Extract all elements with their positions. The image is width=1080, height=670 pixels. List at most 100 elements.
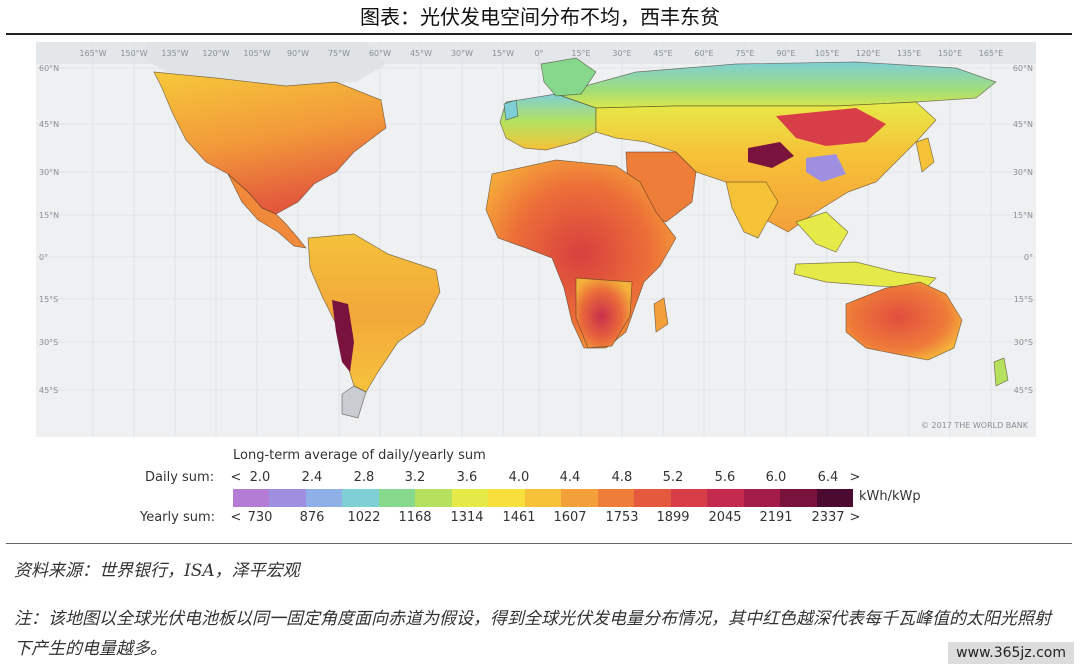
lon-label: 165°W bbox=[79, 49, 106, 58]
lat-label: 30°S bbox=[39, 338, 58, 347]
lat-label: 45°N bbox=[1013, 120, 1033, 129]
china-mongolia-highs bbox=[776, 108, 886, 146]
colorbar-swatch bbox=[233, 489, 270, 507]
lat-label: 45°N bbox=[39, 120, 59, 129]
colorbar-swatch bbox=[561, 489, 598, 507]
longitude-labels: 165°W 150°W 135°W 120°W 105°W 90°W 75°W … bbox=[79, 49, 1003, 58]
lon-label: 165°E bbox=[979, 49, 1003, 58]
yearly-tick: < bbox=[230, 510, 242, 525]
lon-label: 120°E bbox=[856, 49, 880, 58]
daily-tick: 6.4 bbox=[817, 470, 839, 485]
yearly-tick: 1607 bbox=[553, 510, 587, 525]
site-watermark: www.365jz.com bbox=[948, 642, 1074, 664]
colorbar-swatch bbox=[488, 489, 525, 507]
yearly-tick: 1022 bbox=[347, 510, 381, 525]
latitude-labels-left: 60°N 45°N 30°N 15°N 0° 15°S 30°S 45°S bbox=[39, 64, 59, 395]
figure-title: 图表：光伏发电空间分布不均，西丰东贫 bbox=[360, 5, 720, 29]
yearly-tick: > bbox=[849, 510, 861, 525]
colorbar-swatch bbox=[451, 489, 489, 507]
colorbar-swatch bbox=[597, 489, 635, 507]
lon-label: 60°E bbox=[694, 49, 713, 58]
south-america bbox=[307, 233, 441, 393]
yearly-tick: 1314 bbox=[450, 510, 484, 525]
top-rule bbox=[6, 33, 1072, 35]
india bbox=[725, 181, 779, 239]
lat-label: 15°S bbox=[1014, 295, 1033, 304]
madagascar bbox=[653, 297, 669, 333]
mexico-central-america bbox=[227, 173, 307, 249]
daily-tick: 2.4 bbox=[301, 470, 323, 485]
landmasses bbox=[144, 42, 1009, 419]
daily-tick: 4.4 bbox=[559, 470, 581, 485]
daily-tick: 6.0 bbox=[765, 470, 787, 485]
uk bbox=[503, 99, 519, 121]
source-line: 资料来源：世界银行，ISA，泽平宏观 bbox=[14, 561, 300, 581]
daily-tick: 4.0 bbox=[508, 470, 530, 485]
patagonia bbox=[341, 385, 367, 419]
lat-label: 30°S bbox=[1014, 338, 1033, 347]
lat-label: 15°N bbox=[1013, 211, 1033, 220]
yearly-sum-label: Yearly sum: bbox=[140, 510, 216, 525]
lon-label: 90°W bbox=[287, 49, 309, 58]
map-copyright: © 2017 THE WORLD BANK bbox=[920, 421, 1028, 430]
colorbar-swatch bbox=[634, 489, 671, 507]
yearly-tick: 2191 bbox=[759, 510, 793, 525]
lon-label: 45°E bbox=[653, 49, 672, 58]
colorbar-swatch bbox=[524, 489, 562, 507]
lat-label: 30°N bbox=[39, 168, 59, 177]
lon-label: 45°W bbox=[410, 49, 432, 58]
lat-label: 15°N bbox=[39, 211, 59, 220]
lon-label: 30°W bbox=[451, 49, 473, 58]
southern-africa bbox=[575, 277, 633, 349]
lat-label: 45°S bbox=[1014, 386, 1033, 395]
lat-label: 0° bbox=[39, 253, 48, 262]
daily-tick: 2.8 bbox=[353, 470, 375, 485]
lon-label: 15°E bbox=[571, 49, 590, 58]
yearly-tick: 1168 bbox=[398, 510, 432, 525]
daily-tick: 2.0 bbox=[249, 470, 271, 485]
unit-label: kWh/kWp bbox=[859, 489, 921, 504]
scandinavia bbox=[540, 57, 597, 97]
yearly-tick: 2337 bbox=[811, 510, 845, 525]
legend-title: Long-term average of daily/yearly sum bbox=[233, 448, 486, 463]
colorbar-swatch bbox=[305, 489, 343, 507]
lon-label: 30°E bbox=[612, 49, 631, 58]
australia bbox=[845, 281, 963, 361]
colorbar-swatch bbox=[743, 489, 781, 507]
tibet bbox=[748, 142, 794, 168]
lon-label: 105°E bbox=[815, 49, 839, 58]
daily-tick: > bbox=[849, 470, 861, 485]
lon-label: 135°E bbox=[897, 49, 921, 58]
colorbar-swatch bbox=[415, 489, 452, 507]
yearly-tick: 730 bbox=[247, 510, 273, 525]
bottom-rule bbox=[6, 543, 1072, 544]
colorbar-swatch bbox=[780, 489, 817, 507]
lon-label: 90°E bbox=[776, 49, 795, 58]
daily-tick: 3.2 bbox=[404, 470, 426, 485]
daily-tick: 3.6 bbox=[456, 470, 478, 485]
daily-tick: 5.2 bbox=[662, 470, 684, 485]
lat-label: 60°N bbox=[1013, 64, 1033, 73]
southeast-asia bbox=[795, 211, 849, 253]
lon-label: 75°E bbox=[735, 49, 754, 58]
yearly-tick: 1461 bbox=[502, 510, 536, 525]
lat-label: 45°S bbox=[39, 386, 58, 395]
lon-label: 0° bbox=[534, 49, 543, 58]
lon-label: 60°W bbox=[369, 49, 391, 58]
graticule bbox=[36, 42, 1036, 437]
lon-label: 135°W bbox=[161, 49, 188, 58]
lon-label: 120°W bbox=[202, 49, 229, 58]
greenland-alaska-canada-north bbox=[144, 42, 386, 86]
yearly-tick: 876 bbox=[299, 510, 325, 525]
lon-label: 105°W bbox=[243, 49, 270, 58]
lat-label: 15°S bbox=[39, 295, 58, 304]
colorbar-swatch bbox=[269, 489, 306, 507]
colorbar-swatch bbox=[378, 489, 416, 507]
lat-label: 60°N bbox=[39, 64, 59, 73]
colorbar-swatch bbox=[707, 489, 744, 507]
solar-potential-map: 165°W 150°W 135°W 120°W 105°W 90°W 75°W … bbox=[36, 42, 1036, 437]
daily-tick: 5.6 bbox=[714, 470, 736, 485]
solar-colorbar bbox=[233, 489, 853, 507]
note-paragraph: 注：该地图以全球光伏电池板以同一固定角度面向赤道为假设，得到全球光伏发电量分布情… bbox=[14, 609, 1051, 659]
atacama-hotspot bbox=[332, 300, 354, 372]
